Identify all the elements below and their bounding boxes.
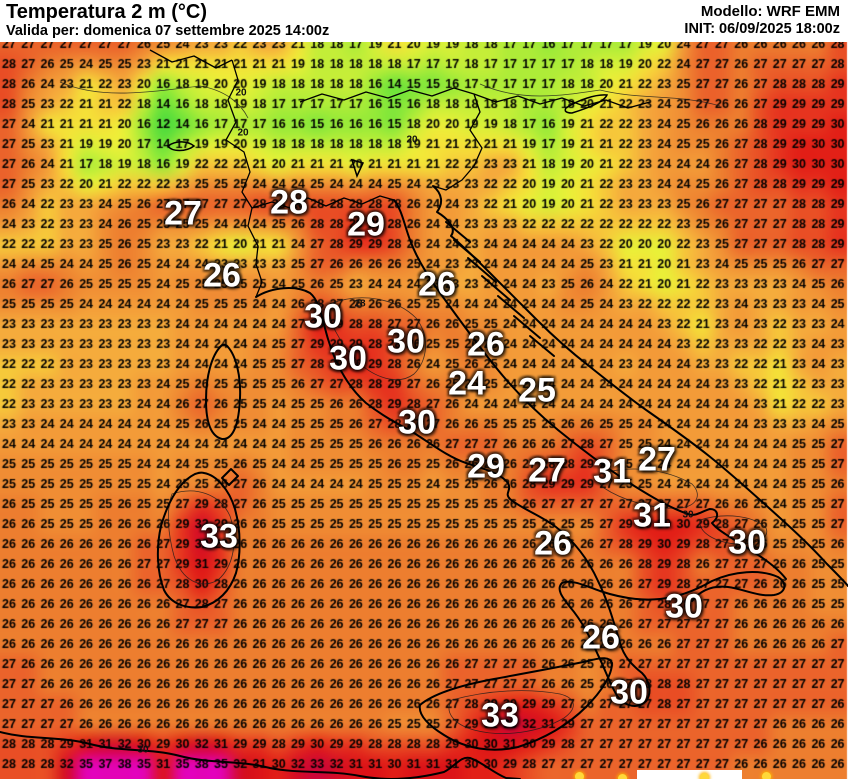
watermark-box — [637, 770, 742, 779]
page-title: Temperatura 2 m (°C) — [6, 1, 208, 23]
temp-label: 26 — [418, 265, 456, 304]
contour-label: 30 — [137, 744, 149, 756]
temp-label: 28 — [270, 183, 308, 222]
temp-label: 30 — [728, 523, 766, 562]
temp-label: 30 — [398, 403, 436, 442]
init-time: INIT: 06/09/2025 18:00z — [684, 21, 840, 37]
temp-label: 30 — [610, 673, 648, 712]
sun-icon — [762, 772, 771, 779]
temp-label: 29 — [347, 205, 385, 244]
temp-label: 31 — [593, 452, 631, 491]
temp-label: 30 — [329, 339, 367, 378]
temp-label: 30 — [387, 322, 425, 361]
sun-icon — [618, 774, 627, 779]
temp-label: 27 — [638, 440, 676, 479]
temp-label: 26 — [467, 325, 505, 364]
temp-label: 26 — [534, 524, 572, 563]
contour-label: 20 — [235, 87, 247, 99]
temp-label: 27 — [528, 451, 566, 490]
header: Temperatura 2 m (°C) Valida per: domenic… — [0, 0, 848, 42]
temp-label: 27 — [164, 194, 202, 233]
sun-icon — [700, 773, 709, 779]
validity-time: Valida per: domenica 07 settembre 2025 1… — [6, 23, 330, 39]
temperature-map: 27 28 29 26 26 30 30 26 30 24 25 30 29 27 31 27 31 33 26 30… — [0, 42, 848, 779]
contour-label: 30 — [682, 509, 694, 521]
model-name: Modello: WRF EMM — [700, 3, 840, 20]
sun-icon — [575, 772, 584, 779]
contour-label: 20 — [237, 127, 249, 139]
temp-label: 31 — [633, 496, 671, 535]
contour-label: 28 — [354, 298, 366, 310]
temp-label: 33 — [200, 517, 238, 556]
temp-label: 25 — [518, 371, 556, 410]
temp-label: 26 — [582, 618, 620, 657]
contour-label: 20 — [406, 134, 418, 146]
temp-label: 30 — [304, 297, 342, 336]
temp-label: 29 — [467, 447, 505, 486]
temp-label: 33 — [481, 696, 519, 735]
temp-label: 24 — [448, 364, 486, 403]
temp-label: 26 — [203, 256, 241, 295]
temp-label: 30 — [665, 587, 703, 626]
